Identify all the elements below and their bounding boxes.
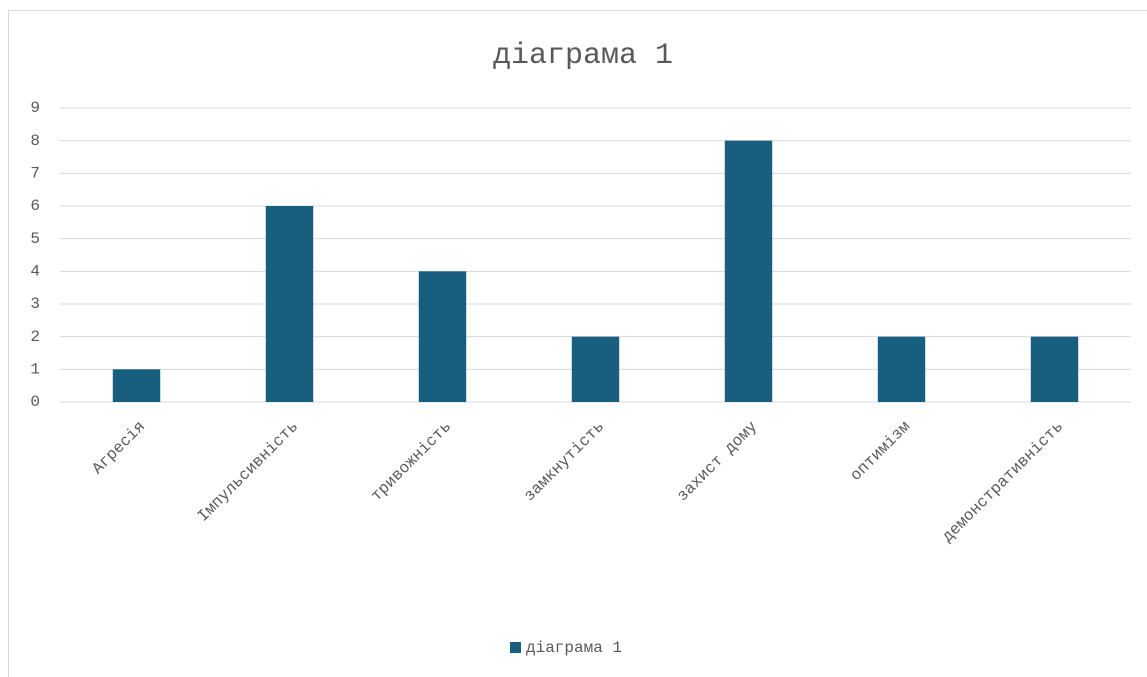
y-tick-label: 7: [30, 165, 40, 183]
y-tick-label: 1: [30, 361, 40, 379]
chart-title: діаграма 1: [493, 39, 673, 73]
bar: [418, 271, 467, 402]
y-tick-label: 4: [30, 263, 40, 281]
y-tick-label: 2: [30, 328, 40, 346]
y-tick-label: 9: [30, 99, 40, 117]
legend-swatch: [510, 642, 521, 653]
y-tick-label: 6: [30, 197, 40, 215]
bar: [1030, 336, 1079, 402]
bar: [265, 206, 314, 402]
bar: [724, 140, 773, 402]
bar: [877, 336, 926, 402]
y-tick-label: 8: [30, 132, 40, 150]
bar: [112, 369, 161, 402]
bar: [571, 336, 620, 402]
y-tick-label: 5: [30, 230, 40, 248]
legend-label: діаграма 1: [526, 639, 622, 657]
y-tick-label: 3: [30, 295, 40, 313]
y-tick-label: 0: [30, 393, 40, 411]
